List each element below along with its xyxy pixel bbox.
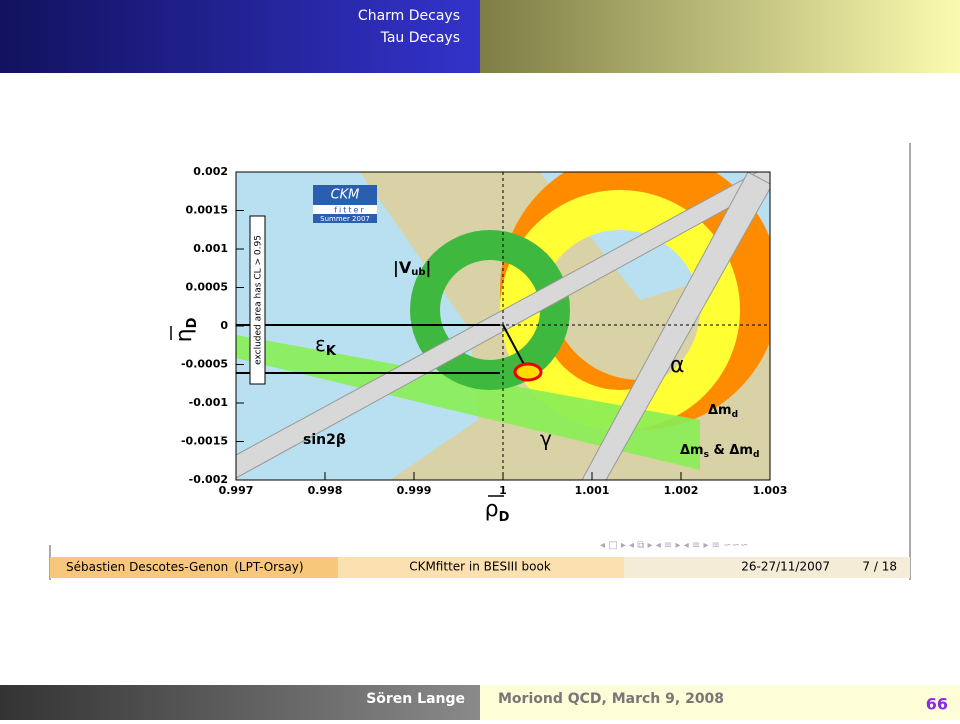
header-left [0,0,480,73]
y-tick-label: -0.0005 [181,358,228,371]
annotation: γ [540,427,552,451]
band [236,335,700,470]
x-axis-label: ρD [485,497,510,525]
logo [313,185,377,223]
annotation: Δmd [708,403,738,420]
x-tick-label: 0.997 [219,484,254,497]
plot-bands [236,172,770,480]
footer-event: Moriond QCD, March 9, 2008 [498,691,724,707]
excluded-box [249,215,266,385]
annotation: excluded area has CL > 0.95 [254,235,264,365]
header-right [480,0,960,73]
slide-footer-page: 7 / 18 [862,560,897,574]
header-item: Tau Decays [380,30,460,46]
y-tick-label: 0.0015 [186,204,228,217]
y-axis-label: ηD [170,317,200,342]
footer-page: 66 [926,695,948,714]
y-tick-label: -0.002 [189,473,228,486]
y-tick-label: -0.0015 [181,435,228,448]
slide-footer-center [338,557,624,578]
x-tick-label: 0.998 [308,484,343,497]
footer-speaker: Sören Lange [366,691,465,707]
y-tick-label: -0.001 [189,396,228,409]
logo-title: CKM [331,188,360,203]
slide-footer-title: CKMfitter in BESIII book [409,560,551,574]
footer-right [480,685,960,720]
fit-region [513,362,543,382]
slide-footer-date: 26-27/11/2007 [741,560,830,574]
x-tick-label: 1 [499,484,507,497]
y-tick-label: 0.002 [193,165,228,178]
header-item: Charm Decays [358,8,460,24]
y-tick-label: 0.001 [193,242,228,255]
x-tick-label: 1.002 [664,484,699,497]
nav-symbols: ◂ □ ▸ ◂ ⧉ ▸ ◂ ≡ ▸ ◂ ≡ ▸ ≡ ∽∽∽ [600,540,748,551]
y-tick-label: 0.0005 [186,281,228,294]
annotation: Δms & Δmd [680,443,759,460]
footer-left [0,685,480,720]
slide-footer-author: Sébastien Descotes-Genon (LPT-Orsay) [66,560,304,574]
annotation: α [670,353,685,378]
annotation: εK [315,332,337,359]
logo-edition: Summer 2007 [320,215,370,223]
logo [313,205,377,214]
annotation: sin2β [303,432,346,448]
band [500,190,740,430]
logo-subtitle: fitter [334,206,366,215]
slide-footer-right [624,557,910,578]
y-tick-label: 0 [220,319,228,332]
ticks: 0.997 0.998 0.999 1 1.001 1.002 1.003 0.002 0.00… [181,165,787,497]
annotations: excluded area has CL > 0.95 |Vub| εK α γ… [249,215,759,460]
annotation: |Vub| [393,258,431,279]
band [581,172,770,480]
x-tick-label: 1.001 [575,484,610,497]
x-tick-label: 0.999 [397,484,432,497]
y-axis-label: ηD [172,317,200,342]
x-tick-label: 1.003 [753,484,788,497]
slide-footer-left [50,557,338,578]
